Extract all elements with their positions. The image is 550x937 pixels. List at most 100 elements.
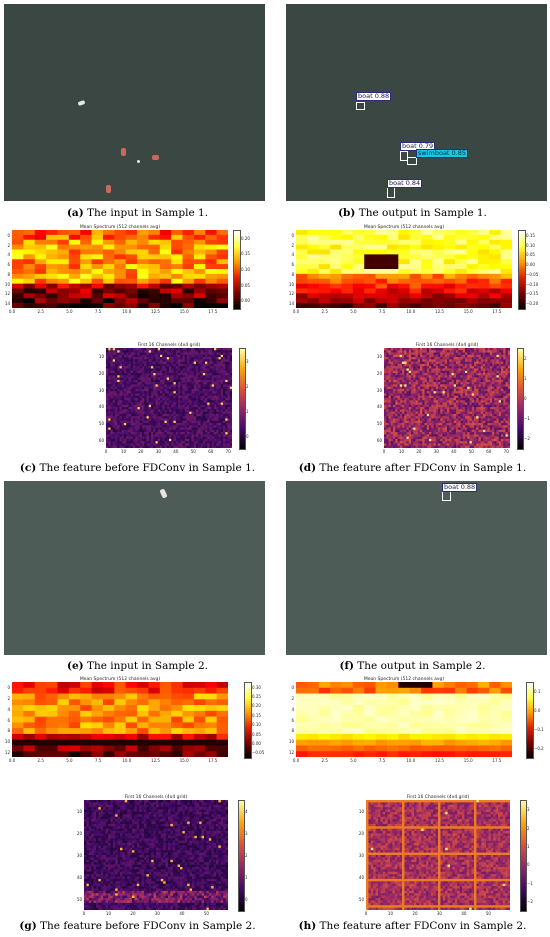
heatmap-cell <box>23 298 36 304</box>
heatmap-cell <box>137 348 141 351</box>
heatmap-cell <box>130 436 134 440</box>
heatmap-cell <box>465 350 468 353</box>
heatmap-cell <box>160 373 163 376</box>
heatmap-cell <box>435 386 439 390</box>
heatmap-cell <box>455 259 467 265</box>
heatmap-cell <box>110 413 114 417</box>
heatmap-cell <box>487 379 491 383</box>
heatmap-cell <box>80 249 92 255</box>
heatmap-cell <box>128 348 132 351</box>
heatmap-cell <box>318 264 331 270</box>
heatmap-cell <box>440 366 443 369</box>
heatmap-cell <box>478 366 482 369</box>
heatmap-cell <box>193 259 206 265</box>
heatmap-cell <box>106 425 109 428</box>
heatmap-cell <box>296 234 308 241</box>
heatmap-cell <box>218 443 222 447</box>
heatmap-cell <box>142 359 145 362</box>
heatmap-cell <box>476 404 479 408</box>
heatmap-cell <box>162 398 165 401</box>
heatmap-cell <box>137 413 141 417</box>
heatmap-cell <box>175 432 179 435</box>
heatmap-cell <box>225 350 228 353</box>
heatmap-cell <box>130 427 134 431</box>
heatmap-cell <box>159 303 172 308</box>
heatmap-cell <box>130 352 134 356</box>
heatmap-cell <box>178 411 181 415</box>
heatmap-cell <box>205 350 208 353</box>
heatmap-cell <box>148 418 152 422</box>
heatmap-cell <box>220 359 224 362</box>
heatmap-cell <box>225 432 228 435</box>
heatmap-cell <box>492 400 495 403</box>
heatmap-cell <box>169 368 172 372</box>
heatmap-cell <box>375 234 388 241</box>
heatmap-cell <box>189 354 192 358</box>
heatmap-cell <box>211 400 215 403</box>
heatmap-cell <box>157 404 161 408</box>
heatmap-cell <box>462 400 466 403</box>
heatmap-cell <box>108 423 111 426</box>
heatmap-cell <box>395 350 398 353</box>
heatmap-cell <box>151 373 154 376</box>
heatmap-cell <box>125 259 138 265</box>
heatmap-cell <box>196 411 199 415</box>
heatmap-cell <box>216 420 219 424</box>
heatmap-cell <box>178 359 181 362</box>
heatmap-cell <box>200 348 204 351</box>
heatmap-cell <box>160 375 163 378</box>
heatmap-cell <box>458 391 461 394</box>
heatmap-cell <box>196 393 199 397</box>
heatmap-cell <box>137 249 149 255</box>
heatmap-cell <box>501 359 504 362</box>
heatmap-cell <box>487 418 491 422</box>
heatmap-cell <box>492 352 495 356</box>
heatmap-cell <box>151 404 154 408</box>
heatmap-cell <box>421 283 433 289</box>
heatmap-cell <box>352 239 365 245</box>
heatmap-cell <box>227 398 231 401</box>
heatmap-cell <box>229 434 232 437</box>
heatmap-cell <box>223 404 226 408</box>
heatmap-cell <box>193 249 206 255</box>
heatmap-cell <box>500 303 512 308</box>
heatmap-cell <box>465 395 468 399</box>
heatmap-cell <box>162 423 165 426</box>
heatmap-cell <box>483 373 486 376</box>
heatmap-cell <box>431 420 434 424</box>
tick-label: 12 <box>288 291 294 297</box>
heatmap-cell <box>480 354 484 358</box>
heatmap-cell <box>220 388 224 392</box>
heatmap-cell <box>205 244 217 250</box>
heatmap-cell <box>108 386 111 390</box>
heatmap-cell <box>442 375 446 378</box>
heatmap-cell <box>164 375 168 378</box>
heatmap-cell <box>159 244 172 250</box>
heatmap-cell <box>422 350 425 353</box>
heatmap-cell <box>341 298 354 304</box>
heatmap-cell <box>318 298 331 304</box>
heatmap-cell <box>462 357 466 360</box>
heatmap-cell <box>135 363 138 367</box>
heatmap-cell <box>451 393 455 397</box>
heatmap-cell <box>214 420 217 424</box>
heatmap-cell <box>187 350 190 353</box>
heatmap-cell <box>128 429 132 433</box>
heatmap-cell <box>404 420 407 424</box>
heatmap-cell <box>467 375 470 378</box>
heatmap-cell <box>498 391 502 394</box>
heatmap-cell <box>435 375 439 378</box>
heatmap-cell <box>198 382 201 385</box>
heatmap-cell <box>80 273 92 280</box>
heatmap-cell <box>390 409 394 412</box>
heatmap-cell <box>175 366 179 369</box>
heatmap-cell <box>162 377 165 381</box>
heatmap-cell <box>202 436 206 440</box>
heatmap-cell <box>406 373 410 376</box>
heatmap-cell <box>139 382 143 385</box>
heatmap-cell <box>216 388 219 392</box>
heatmap-cell <box>451 420 455 424</box>
heatmap-cell <box>469 411 473 415</box>
heatmap-cell <box>133 418 136 422</box>
heatmap-cell <box>115 359 118 362</box>
